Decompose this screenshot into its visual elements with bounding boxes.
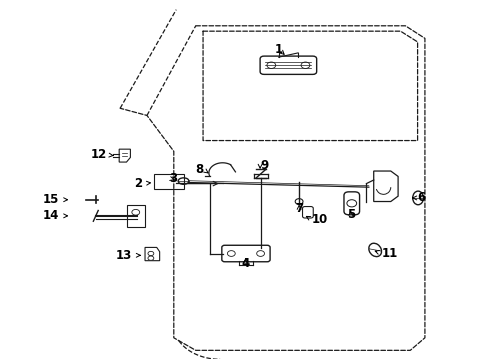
- Ellipse shape: [368, 243, 381, 257]
- Ellipse shape: [412, 191, 423, 205]
- Circle shape: [148, 256, 154, 260]
- Circle shape: [301, 62, 309, 68]
- FancyBboxPatch shape: [222, 245, 269, 262]
- Ellipse shape: [178, 178, 188, 184]
- FancyBboxPatch shape: [302, 207, 313, 218]
- FancyBboxPatch shape: [260, 56, 316, 75]
- Circle shape: [256, 251, 264, 256]
- Text: 7: 7: [294, 202, 303, 215]
- Text: 14: 14: [43, 210, 59, 222]
- Bar: [154, 174, 183, 189]
- Text: 1: 1: [274, 42, 282, 55]
- Text: 6: 6: [417, 192, 425, 204]
- Text: 11: 11: [381, 247, 397, 260]
- Text: 9: 9: [260, 159, 268, 172]
- Polygon shape: [373, 171, 397, 202]
- Polygon shape: [145, 247, 159, 261]
- Text: 10: 10: [311, 213, 327, 226]
- Circle shape: [148, 251, 154, 256]
- Text: 5: 5: [346, 208, 354, 221]
- FancyBboxPatch shape: [343, 192, 359, 215]
- Text: 15: 15: [43, 193, 59, 206]
- Polygon shape: [127, 205, 144, 226]
- Circle shape: [227, 251, 235, 256]
- Text: 2: 2: [134, 177, 142, 190]
- Text: 12: 12: [91, 148, 107, 161]
- Text: 3: 3: [168, 172, 177, 185]
- Text: 4: 4: [241, 257, 249, 270]
- Circle shape: [266, 62, 275, 68]
- Circle shape: [132, 210, 140, 215]
- Text: 8: 8: [194, 163, 203, 176]
- Circle shape: [295, 199, 303, 204]
- Polygon shape: [119, 149, 130, 162]
- Text: 13: 13: [116, 249, 132, 262]
